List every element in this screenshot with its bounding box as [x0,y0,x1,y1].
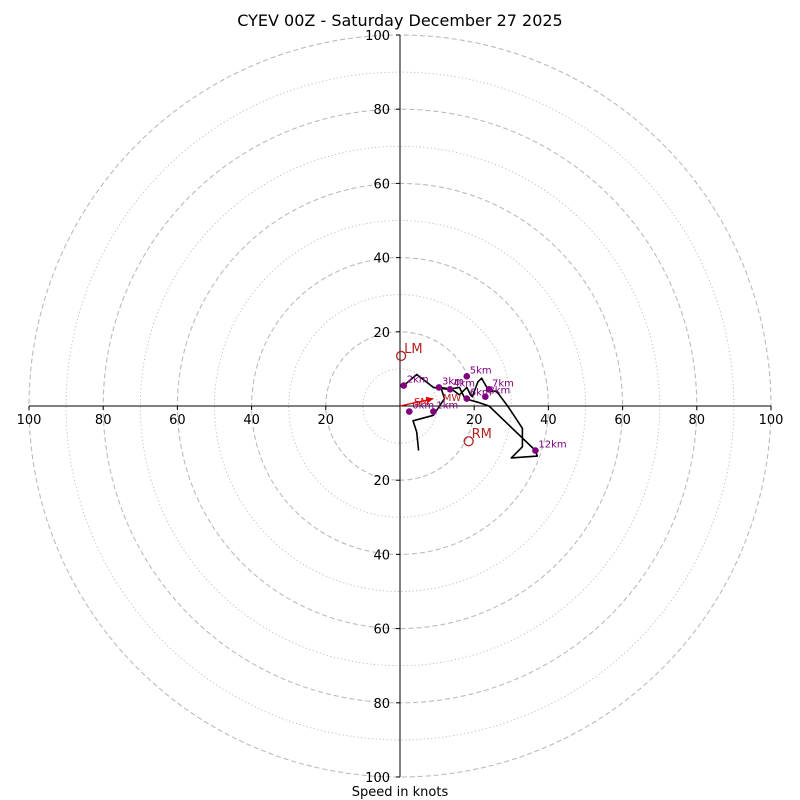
y-tick-label: 40 [373,548,390,563]
axis-ticks: 20 20 20 20 40 40 40 40 60 60 60 60 80 80 80 80 100 100 10… [17,29,784,786]
chart-title: CYEV 00Z - Saturday December 27 2025 [237,11,562,30]
height-marker-dot [485,386,493,393]
x-tick-label: 100 [759,413,784,428]
rm-label: RM [472,427,492,442]
x-tick-label: 80 [689,413,706,428]
height-marker-label: 6km [470,388,492,399]
storm-motion: SM MW LM RM [395,342,492,447]
rm-marker [463,436,474,447]
lm-label: LM [404,342,422,357]
y-tick-label: 20 [373,326,390,341]
y-tick-label: 60 [373,177,390,192]
height-marker-label: 12km [538,440,566,451]
y-tick-label: 60 [373,623,390,638]
height-marker-label: 2km [407,375,429,386]
height-marker-label: 8km [488,386,510,397]
x-tick-label: 60 [169,413,186,428]
height-marker-label: 0km [412,401,434,412]
x-tick-label: 100 [17,413,42,428]
height-marker-label: 4km [453,378,475,389]
height-marker-label: 5km [470,365,492,376]
height-marker-dot [400,382,408,389]
x-tick-label: 20 [318,413,335,428]
height-marker-dot [446,386,454,393]
height-marker-dot [482,393,489,401]
height-marker-dot [532,447,539,454]
y-tick-label: 100 [365,771,390,786]
x-axis-label: Speed in knots [352,785,449,800]
height-marker-label: 7km [492,378,514,389]
x-tick-label: 60 [614,413,631,428]
y-tick-label: 100 [365,29,390,44]
height-marker-dot [463,373,471,380]
shear-arrow-head [425,396,434,404]
x-tick-label: 40 [540,413,557,428]
y-tick-label: 80 [373,103,390,118]
x-tick-label: 20 [466,413,483,428]
y-tick-label: 20 [373,474,390,489]
height-marker-dot [430,408,437,415]
mean-wind-label: MW [443,393,462,404]
height-marker-dot [435,384,443,391]
shear-arrow-label: SM [414,397,429,408]
x-tick-label: 40 [243,413,260,428]
height-marker-label: 1km [436,401,458,412]
height-marker-dot [463,395,471,402]
x-tick-label: 80 [95,413,112,428]
height-marker-label: 3km [442,376,464,387]
lm-marker [395,350,407,362]
y-tick-label: 80 [373,697,390,712]
height-marker-dot [405,408,413,415]
y-tick-label: 40 [373,252,390,267]
